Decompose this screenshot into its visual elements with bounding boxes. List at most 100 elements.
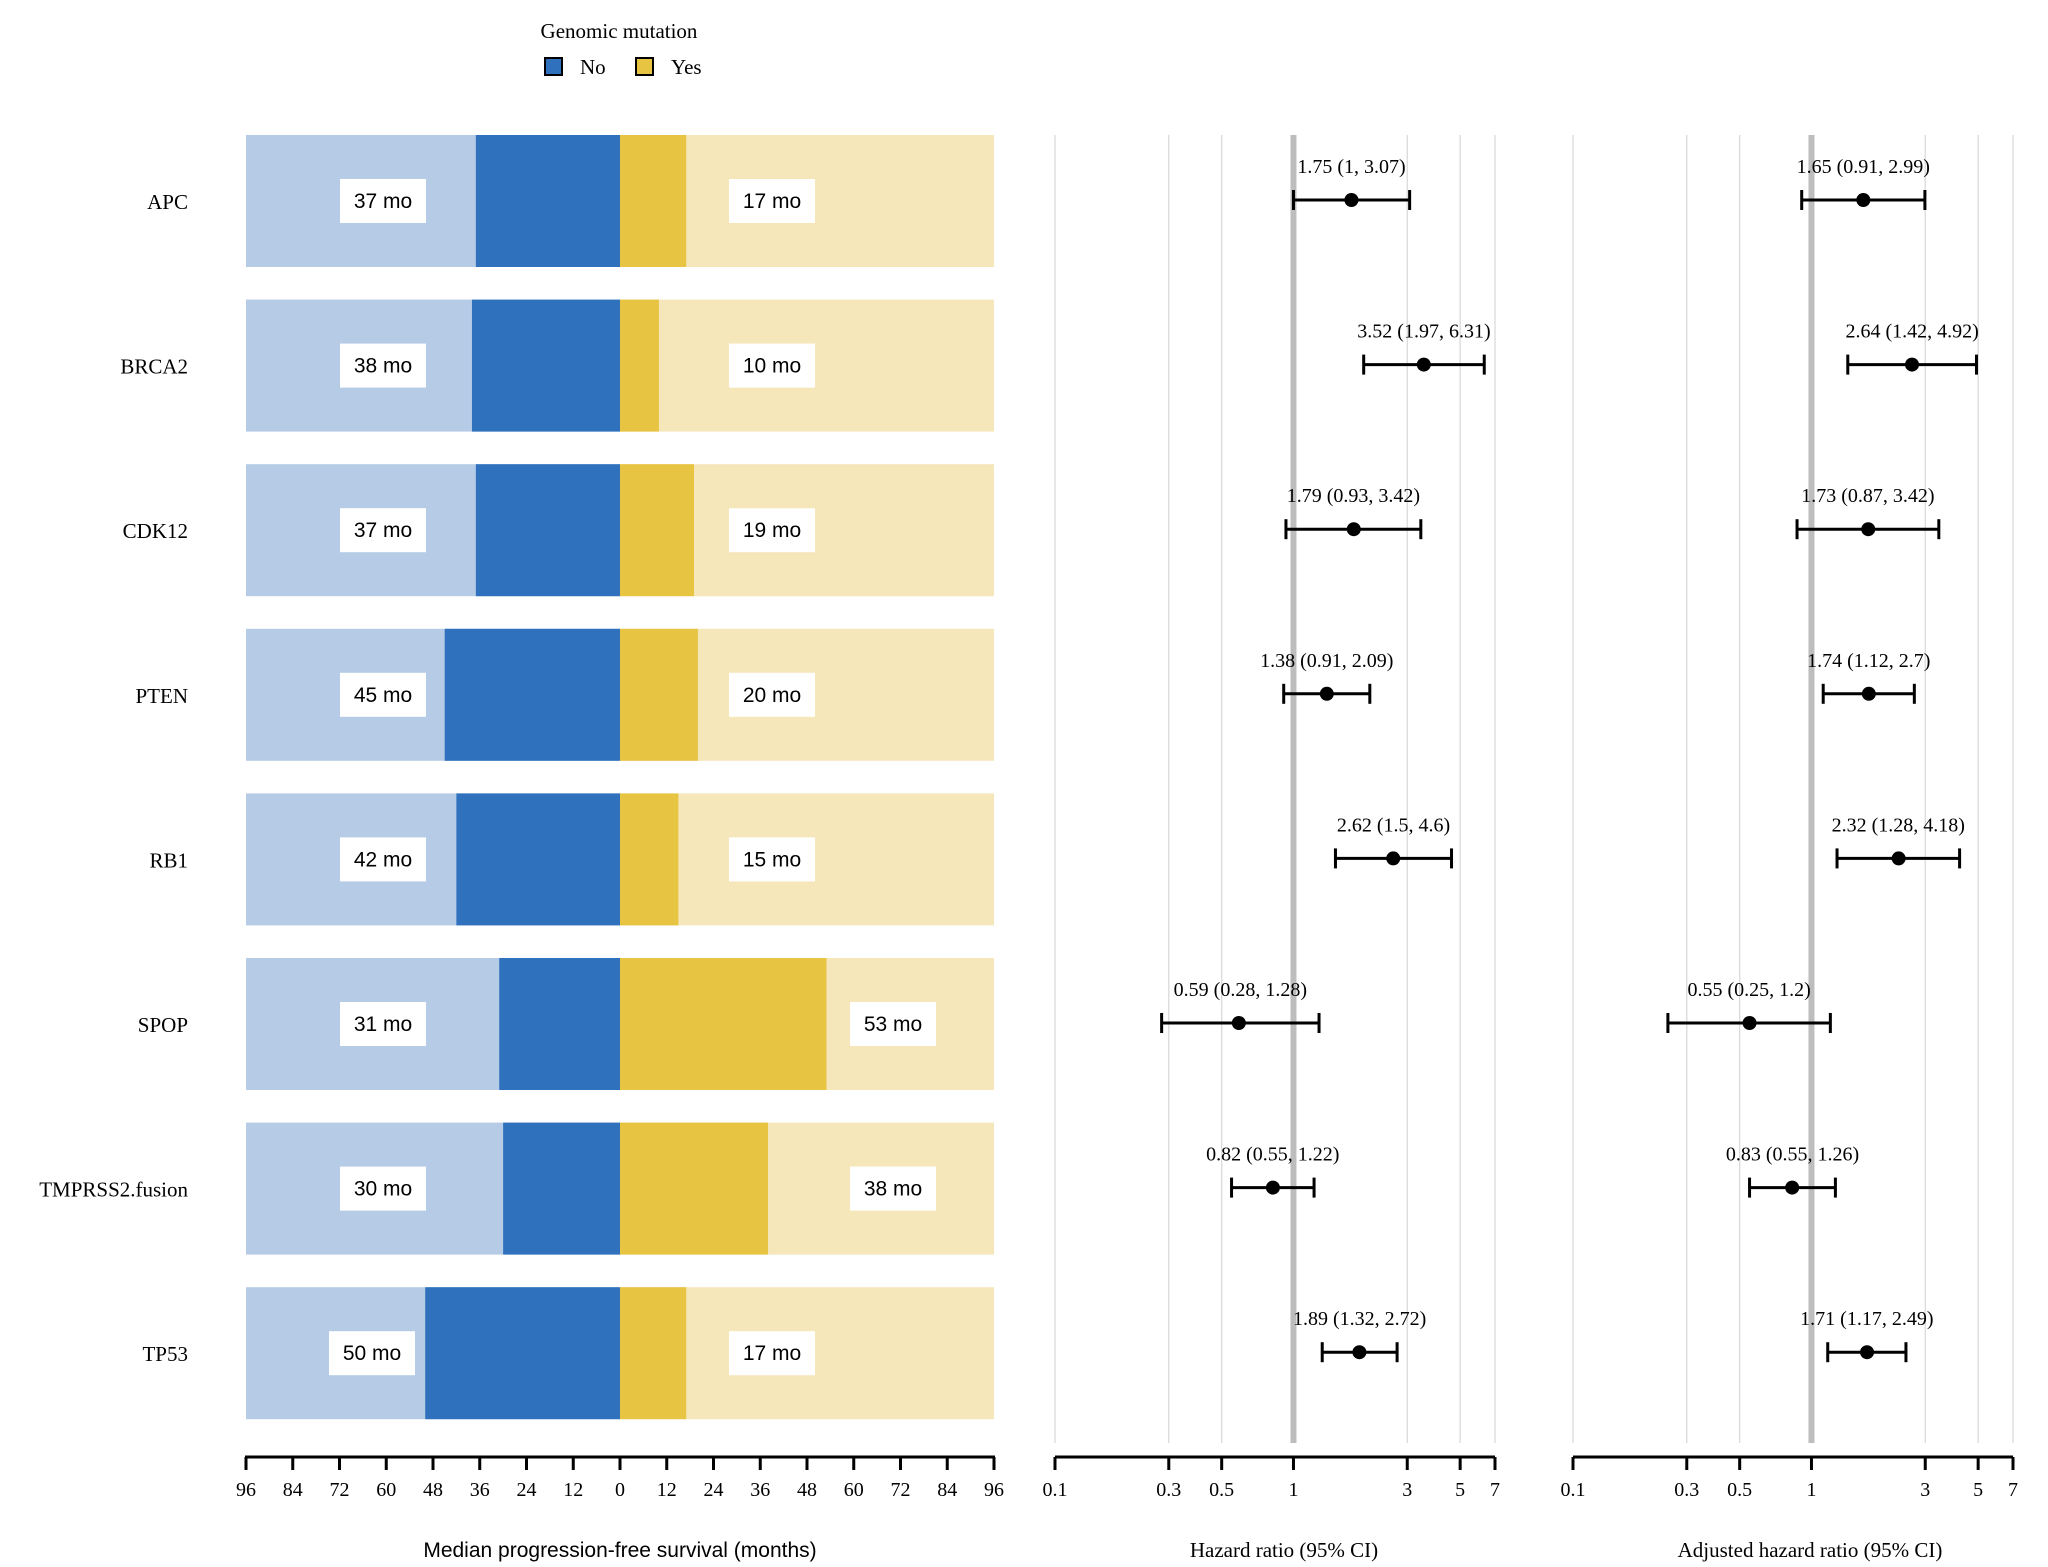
bar-no-cdk12: [475, 464, 620, 597]
adj-hr-label-tp53: 1.71 (1.17, 2.49): [1800, 1308, 1933, 1330]
value-box-no-pten: [340, 672, 426, 717]
value-box-yes-apc: [729, 179, 815, 223]
hr-tick-label: 0.5: [1209, 1479, 1234, 1501]
bar-yes-cdk12: [620, 464, 695, 597]
hr-tick-label: 0.1: [1043, 1479, 1068, 1501]
value-box-yes-cdk12: [729, 508, 815, 553]
bar-tick-label: 36: [470, 1479, 490, 1501]
bar-no-apc: [475, 135, 620, 267]
adj-hr-label-cdk12: 1.73 (0.87, 3.42): [1801, 485, 1934, 507]
value-label-no-cdk12: 37 mo: [354, 519, 412, 542]
row-label-rb1: RB1: [149, 848, 188, 872]
bar-tick-label: 24: [517, 1479, 537, 1501]
hr-point-tmprss2-fusion: [1265, 1180, 1280, 1195]
hr-label-brca2: 3.52 (1.97, 6.31): [1357, 321, 1490, 343]
value-label-yes-tmprss2-fusion: 38 mo: [864, 1178, 922, 1201]
bar-tick-label: 96: [984, 1479, 1004, 1501]
adj-hr-point-tmprss2-fusion: [1785, 1180, 1800, 1195]
row-label-tp53: TP53: [142, 1342, 188, 1366]
bar-yes-brca2: [620, 299, 659, 432]
value-box-yes-pten: [729, 672, 815, 717]
legend-label-yes: Yes: [671, 55, 702, 79]
bar-tick-label: 84: [283, 1479, 303, 1501]
bar-tick-label: 60: [844, 1479, 864, 1501]
adj-hr-point-brca2: [1905, 357, 1920, 372]
bar-yes-tp53: [620, 1287, 687, 1420]
bar-no-pten: [444, 628, 620, 761]
adj-hr-tick-label: 0.1: [1561, 1479, 1586, 1501]
value-label-yes-brca2: 10 mo: [743, 355, 801, 378]
axes: [244, 1455, 2015, 1470]
hr-tick-label: 5: [1455, 1479, 1465, 1501]
value-box-no-spop: [340, 1002, 426, 1046]
adj-hr-tick-label: 1: [1806, 1479, 1816, 1501]
bar-tick-label: 72: [330, 1479, 350, 1501]
value-label-yes-pten: 20 mo: [743, 684, 801, 707]
adj-hr-tick-label: 3: [1920, 1479, 1930, 1501]
adj-hr-tick-label: 0.3: [1674, 1479, 1699, 1501]
adj-hr-axis-title: Adjusted hazard ratio (95% CI): [1678, 1538, 1943, 1562]
bar-no-tp53: [425, 1287, 620, 1420]
row-label-cdk12: CDK12: [123, 519, 188, 543]
value-box-no-brca2: [340, 343, 426, 388]
forest-plots: [1160, 190, 1978, 1363]
hr-label-tp53: 1.89 (1.32, 2.72): [1293, 1308, 1426, 1330]
bar-yes-apc: [620, 135, 687, 267]
adj-hr-label-spop: 0.55 (0.25, 1.2): [1687, 979, 1810, 1001]
hr-point-tp53: [1352, 1345, 1367, 1360]
adj-hr-label-rb1: 2.32 (1.28, 4.18): [1832, 814, 1965, 836]
row-label-brca2: BRCA2: [120, 355, 188, 379]
bar-no-tmprss2-fusion: [503, 1122, 620, 1255]
value-box-no-rb1: [340, 837, 426, 882]
hr-point-brca2: [1416, 357, 1431, 372]
value-label-yes-rb1: 15 mo: [743, 848, 801, 871]
bar-no-spop: [499, 958, 620, 1090]
bar-yes-pten: [620, 628, 698, 761]
survival-bars: [246, 135, 994, 1420]
value-box-yes-brca2: [729, 343, 815, 388]
hr-axis-title: Hazard ratio (95% CI): [1190, 1538, 1378, 1562]
adj-hr-point-pten: [1861, 686, 1876, 701]
row-label-spop: SPOP: [138, 1013, 188, 1037]
adj-hr-point-rb1: [1891, 851, 1906, 866]
adj-hr-point-cdk12: [1861, 522, 1876, 537]
value-label-yes-cdk12: 19 mo: [743, 519, 801, 542]
hr-point-apc: [1344, 193, 1359, 207]
hr-tick-label: 0.3: [1156, 1479, 1181, 1501]
adj-hr-point-tp53: [1860, 1345, 1875, 1360]
value-label-no-spop: 31 mo: [354, 1013, 412, 1036]
value-label-no-rb1: 42 mo: [354, 848, 412, 871]
hr-label-tmprss2-fusion: 0.82 (0.55, 1.22): [1206, 1144, 1339, 1166]
hr-label-spop: 0.59 (0.28, 1.28): [1174, 979, 1307, 1001]
value-box-yes-rb1: [729, 837, 815, 882]
adj-hr-tick-label: 5: [1973, 1479, 1983, 1501]
value-box-no-tp53: [329, 1331, 415, 1376]
row-label-tmprss2-fusion: TMPRSS2.fusion: [39, 1178, 188, 1202]
hr-tick-label: 1: [1288, 1479, 1298, 1501]
value-box-yes-spop: [850, 1002, 936, 1046]
hr-label-apc: 1.75 (1, 3.07): [1297, 156, 1405, 178]
hr-tick-label: 3: [1402, 1479, 1412, 1501]
adj-hr-label-brca2: 2.64 (1.42, 4.92): [1845, 321, 1978, 343]
bar-tick-label: 96: [236, 1479, 256, 1501]
bar-yes-spop: [620, 958, 827, 1090]
bar-yes-rb1: [620, 793, 679, 926]
value-box-yes-tp53: [729, 1331, 815, 1376]
legend-label-no: No: [580, 55, 606, 79]
value-label-yes-spop: 53 mo: [864, 1013, 922, 1036]
bar-axis-title: Median progression-free survival (months…: [423, 1539, 816, 1562]
bar-tick-label: 24: [704, 1479, 724, 1501]
bar-tick-label: 36: [750, 1479, 770, 1501]
hr-label-pten: 1.38 (0.91, 2.09): [1260, 650, 1393, 672]
value-label-no-tmprss2-fusion: 30 mo: [354, 1178, 412, 1201]
hr-point-spop: [1231, 1016, 1246, 1030]
value-label-yes-apc: 17 mo: [743, 190, 801, 213]
adj-hr-tick-label: 0.5: [1727, 1479, 1752, 1501]
value-label-no-brca2: 38 mo: [354, 355, 412, 378]
hr-tick-label: 7: [1490, 1479, 1500, 1501]
value-label-no-apc: 37 mo: [354, 190, 412, 213]
row-label-pten: PTEN: [136, 684, 189, 708]
adj-hr-label-pten: 1.74 (1.12, 2.7): [1807, 650, 1930, 672]
forest-grid: [1054, 135, 2014, 1443]
